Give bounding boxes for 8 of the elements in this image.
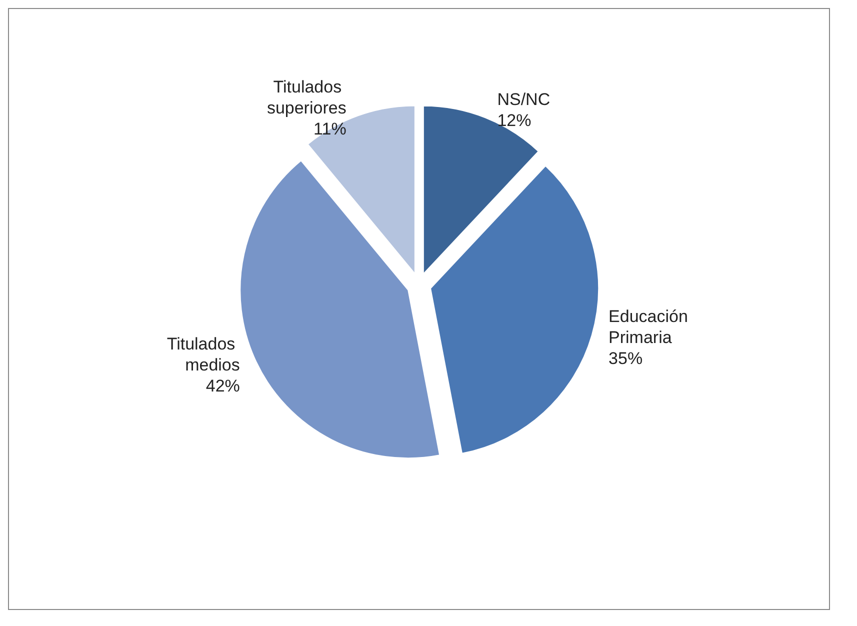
data-label: 35% [608,348,643,368]
data-label: 12% [497,111,532,130]
slice-label: Educación Primaria [608,306,693,347]
slice-label: Titulados medios [166,334,240,375]
data-label: 42% [206,376,240,396]
slice-label: Titulados superiores [266,78,346,118]
slice-label: NS/NC [497,90,550,110]
data-label: 11% [314,120,346,139]
